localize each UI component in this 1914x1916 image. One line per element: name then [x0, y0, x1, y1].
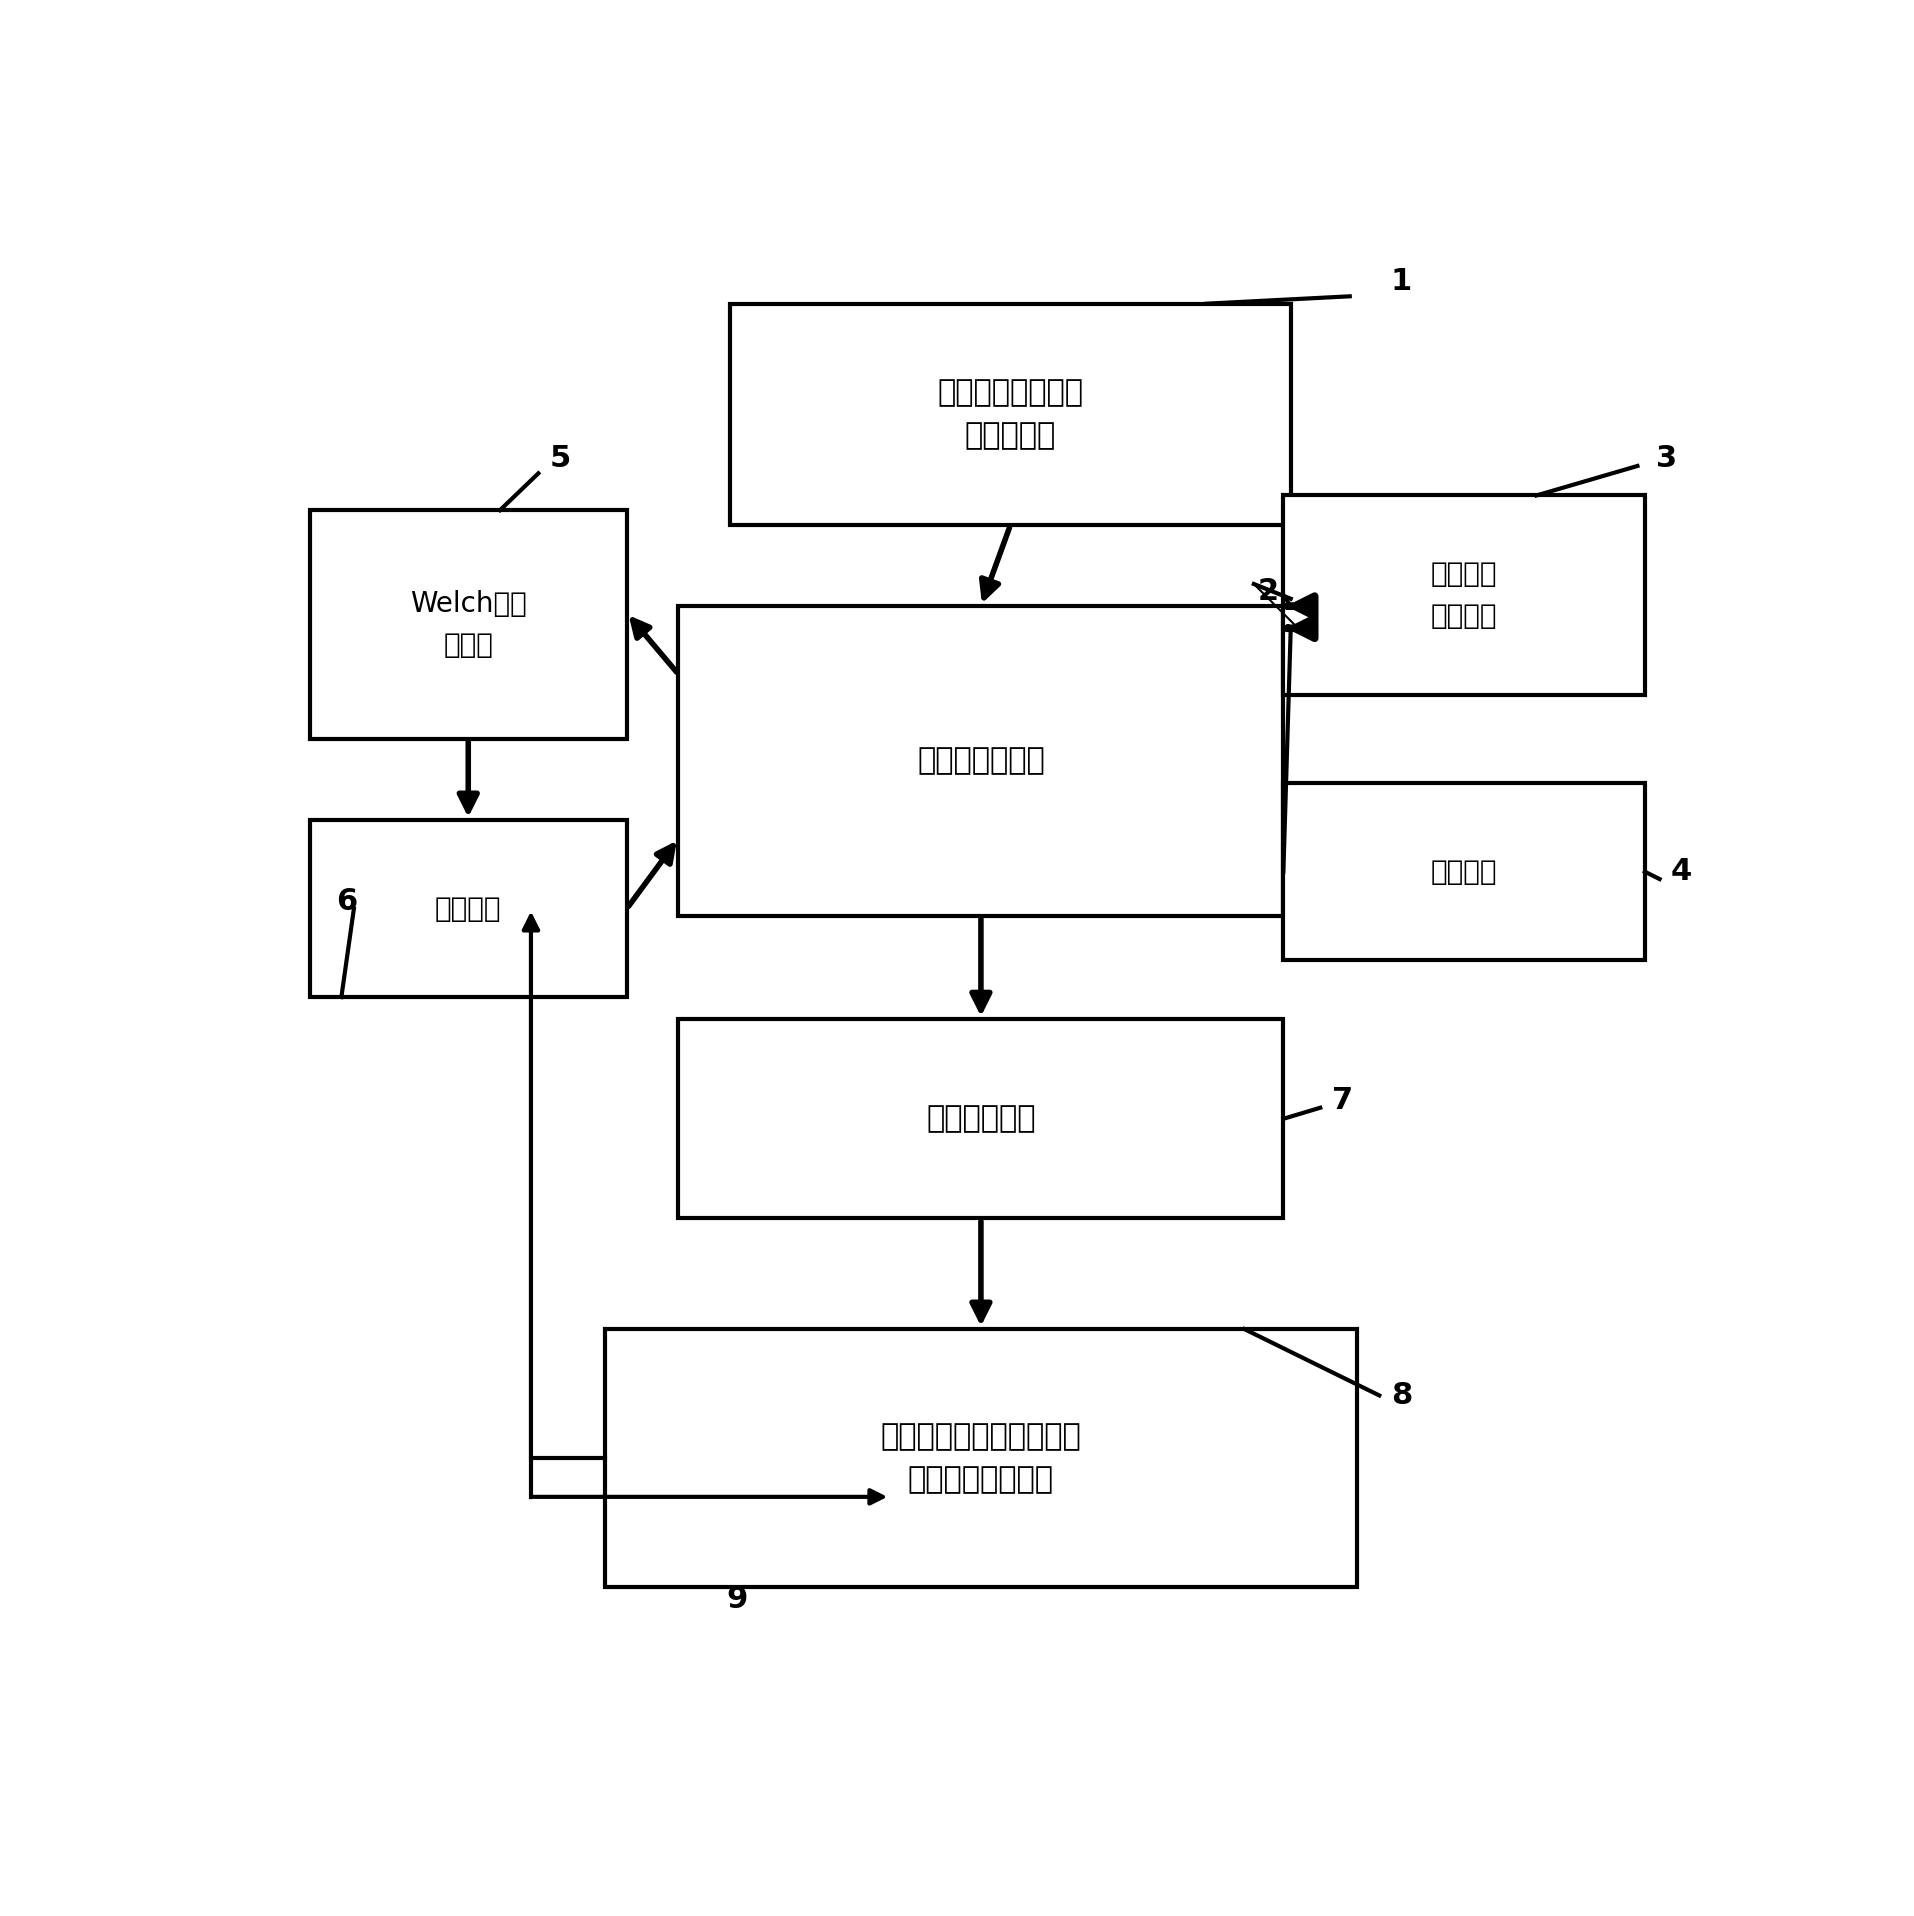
Text: 6: 6 — [337, 887, 358, 916]
FancyBboxPatch shape — [1284, 784, 1644, 960]
Text: 频率响应: 频率响应 — [434, 895, 501, 924]
FancyBboxPatch shape — [310, 820, 628, 996]
Text: 4: 4 — [1671, 856, 1692, 887]
FancyBboxPatch shape — [605, 1330, 1357, 1586]
Text: 特殊的信号处理: 特殊的信号处理 — [917, 747, 1045, 776]
Text: 3: 3 — [1656, 445, 1677, 473]
Text: 1: 1 — [1391, 266, 1413, 297]
Text: 电机转速: 电机转速 — [1432, 858, 1497, 885]
Text: 以无探测器的方式
识别角速度: 以无探测器的方式 识别角速度 — [938, 379, 1083, 450]
Text: Welch方法
相关图: Welch方法 相关图 — [410, 590, 526, 659]
FancyBboxPatch shape — [1284, 496, 1644, 696]
Text: 识别振动器，探测轴承或
其它部件上的损伤: 识别振动器，探测轴承或 其它部件上的损伤 — [880, 1422, 1081, 1494]
Text: 定子电流
转矩分量: 定子电流 转矩分量 — [1432, 561, 1497, 630]
FancyBboxPatch shape — [310, 510, 628, 740]
FancyBboxPatch shape — [678, 605, 1284, 916]
Text: 7: 7 — [1332, 1086, 1353, 1115]
Text: 9: 9 — [727, 1585, 748, 1613]
FancyBboxPatch shape — [729, 305, 1290, 525]
FancyBboxPatch shape — [678, 1019, 1284, 1219]
Text: 8: 8 — [1391, 1381, 1413, 1410]
Text: 5: 5 — [549, 445, 570, 473]
Text: 传动系统参数: 传动系统参数 — [926, 1104, 1035, 1132]
Text: 2: 2 — [1257, 577, 1279, 605]
